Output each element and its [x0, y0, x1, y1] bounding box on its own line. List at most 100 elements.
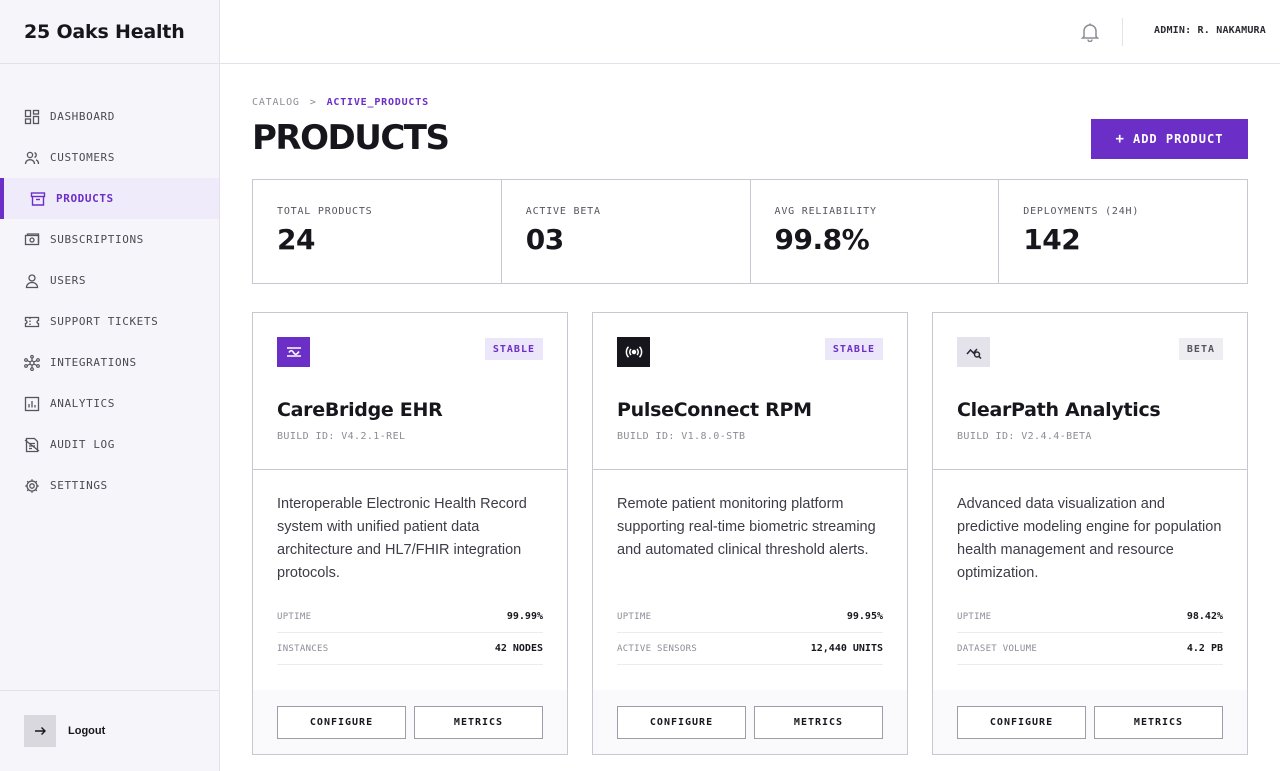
audit-log-icon	[24, 437, 40, 453]
sidebar-item-label: SETTINGS	[50, 479, 108, 492]
stat-value: 142	[1023, 223, 1081, 256]
status-badge: STABLE	[484, 338, 543, 360]
add-product-button[interactable]: + ADD PRODUCT	[1091, 119, 1248, 159]
metric-label: ACTIVE SENSORS	[617, 643, 698, 654]
archive-box-icon	[30, 191, 46, 207]
stat-label: DEPLOYMENTS (24H)	[1023, 206, 1140, 217]
sidebar-item-label: CUSTOMERS	[50, 151, 116, 164]
arrow-right-icon	[24, 715, 56, 747]
product-card-header: STABLE CareBridge EHR BUILD ID: V4.2.1-R…	[253, 313, 567, 470]
sidebar-item-label: ANALYTICS	[50, 397, 116, 410]
stat-active-beta: ACTIVE BETA 03	[502, 180, 751, 283]
brand-name[interactable]: 25 Oaks Health	[0, 0, 219, 64]
logout-label: Logout	[68, 725, 106, 737]
metrics-button[interactable]: METRICS	[1094, 705, 1223, 739]
broadcast-icon	[617, 337, 650, 367]
metric-label: UPTIME	[617, 611, 652, 622]
sidebar-item-label: AUDIT LOG	[50, 438, 116, 451]
bar-chart-icon	[24, 396, 40, 412]
dashboard-icon	[24, 109, 40, 125]
stat-value: 99.8%	[774, 223, 870, 256]
add-product-label: ADD PRODUCT	[1132, 132, 1224, 146]
metrics-button[interactable]: METRICS	[754, 705, 883, 739]
sliders-icon	[277, 337, 310, 367]
sidebar-item-dashboard[interactable]: DASHBOARD	[0, 96, 219, 137]
sidebar-item-analytics[interactable]: ANALYTICS	[0, 383, 219, 424]
configure-button[interactable]: CONFIGURE	[617, 705, 746, 739]
metric-value: 99.95%	[846, 611, 883, 622]
metric-value: 98.42%	[1186, 611, 1223, 622]
product-card: STABLE CareBridge EHR BUILD ID: V4.2.1-R…	[252, 312, 568, 755]
product-cards: STABLE CareBridge EHR BUILD ID: V4.2.1-R…	[252, 312, 1248, 755]
stat-deployments: DEPLOYMENTS (24H) 142	[999, 180, 1247, 283]
configure-button[interactable]: CONFIGURE	[277, 705, 406, 739]
stat-total-products: TOTAL PRODUCTS 24	[253, 180, 502, 283]
sidebar-item-label: DASHBOARD	[50, 110, 116, 123]
sidebar-nav: DASHBOARD CUSTOMERS PRODUCTS SUBSCRIPTIO…	[0, 96, 219, 506]
product-description: Interoperable Electronic Health Record s…	[277, 496, 527, 581]
metric-row: INSTANCES 42 NODES	[277, 633, 543, 665]
sidebar-item-label: SUPPORT TICKETS	[50, 315, 159, 328]
metric-value: 99.99%	[506, 611, 543, 622]
breadcrumb-current: ACTIVE_PRODUCTS	[326, 97, 429, 108]
network-icon	[24, 354, 40, 371]
metric-label: UPTIME	[277, 611, 312, 622]
metrics-button[interactable]: METRICS	[414, 705, 543, 739]
metric-label: UPTIME	[957, 611, 992, 622]
sidebar-item-label: USERS	[50, 274, 87, 287]
card-actions: CONFIGURE METRICS	[593, 690, 907, 754]
status-badge: STABLE	[824, 338, 883, 360]
configure-button[interactable]: CONFIGURE	[957, 705, 1086, 739]
breadcrumb-root[interactable]: CATALOG	[252, 97, 300, 108]
breadcrumb-separator: >	[309, 97, 317, 108]
sidebar-item-settings[interactable]: SETTINGS	[0, 465, 219, 506]
metric-value: 4.2 PB	[1186, 643, 1223, 654]
stat-value: 03	[525, 223, 564, 256]
metric-row: UPTIME 99.95%	[617, 601, 883, 633]
sidebar-item-label: PRODUCTS	[56, 192, 114, 205]
ticket-icon	[24, 314, 40, 330]
product-build-id: BUILD ID: V1.8.0-STB	[617, 431, 746, 442]
sidebar-item-subscriptions[interactable]: SUBSCRIPTIONS	[0, 219, 219, 260]
admin-user-label[interactable]: ADMIN: R. NAKAMURA	[1154, 25, 1266, 36]
plus-icon: +	[1115, 131, 1125, 147]
stat-label: TOTAL PRODUCTS	[277, 206, 373, 217]
money-icon	[24, 232, 40, 248]
topbar-divider	[1122, 18, 1123, 46]
stats-bar: TOTAL PRODUCTS 24 ACTIVE BETA 03 AVG REL…	[252, 179, 1248, 284]
logout-button[interactable]: Logout	[0, 690, 219, 771]
sidebar: 25 Oaks Health DASHBOARD CUSTOMERS PRODU…	[0, 0, 220, 771]
gear-icon	[24, 478, 40, 494]
product-card: BETA ClearPath Analytics BUILD ID: V2.4.…	[932, 312, 1248, 755]
metric-value: 42 NODES	[494, 643, 543, 654]
product-build-id: BUILD ID: V2.4.4-BETA	[957, 431, 1092, 442]
sidebar-item-products[interactable]: PRODUCTS	[0, 178, 219, 219]
stat-label: AVG RELIABILITY	[774, 206, 877, 217]
metric-label: INSTANCES	[277, 643, 329, 654]
metric-row: UPTIME 99.99%	[277, 601, 543, 633]
metric-row: DATASET VOLUME 4.2 PB	[957, 633, 1223, 665]
product-description: Remote patient monitoring platform suppo…	[617, 496, 876, 558]
sidebar-item-label: INTEGRATIONS	[50, 356, 137, 369]
card-actions: CONFIGURE METRICS	[253, 690, 567, 754]
user-icon	[24, 273, 40, 289]
page-title: PRODUCTS	[252, 118, 450, 158]
bell-icon[interactable]	[1078, 20, 1102, 44]
metric-row: UPTIME 98.42%	[957, 601, 1223, 633]
product-name: CareBridge EHR	[277, 399, 443, 421]
sidebar-item-users[interactable]: USERS	[0, 260, 219, 301]
product-name: PulseConnect RPM	[617, 399, 812, 421]
product-card-header: BETA ClearPath Analytics BUILD ID: V2.4.…	[933, 313, 1247, 470]
sidebar-item-support-tickets[interactable]: SUPPORT TICKETS	[0, 301, 219, 342]
chart-search-icon	[957, 337, 990, 367]
status-badge: BETA	[1178, 338, 1223, 360]
product-build-id: BUILD ID: V4.2.1-REL	[277, 431, 406, 442]
stat-avg-reliability: AVG RELIABILITY 99.8%	[751, 180, 1000, 283]
product-name: ClearPath Analytics	[957, 399, 1161, 421]
sidebar-item-customers[interactable]: CUSTOMERS	[0, 137, 219, 178]
sidebar-item-integrations[interactable]: INTEGRATIONS	[0, 342, 219, 383]
sidebar-item-audit-log[interactable]: AUDIT LOG	[0, 424, 219, 465]
product-card: STABLE PulseConnect RPM BUILD ID: V1.8.0…	[592, 312, 908, 755]
sidebar-item-label: SUBSCRIPTIONS	[50, 233, 144, 246]
stat-label: ACTIVE BETA	[525, 206, 601, 217]
